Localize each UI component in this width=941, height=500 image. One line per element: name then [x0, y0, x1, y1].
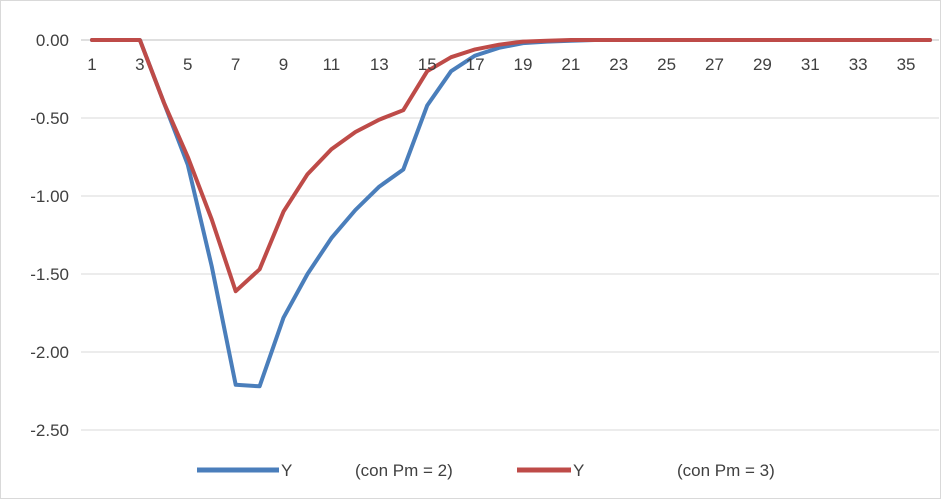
- x-tick-label: 9: [279, 55, 288, 74]
- x-tick-label: 21: [561, 55, 580, 74]
- y-axis-ticks: 0.00 -0.50 -1.00 -1.50 -2.00 -2.50: [30, 31, 69, 440]
- y-tick-label: -1.00: [30, 187, 69, 206]
- x-tick-label: 17: [466, 55, 485, 74]
- x-tick-label: 15: [418, 55, 437, 74]
- series-lines: [90, 38, 932, 389]
- x-tick-label: 1: [87, 55, 96, 74]
- series-line-2: [90, 38, 932, 294]
- x-tick-label: 25: [657, 55, 676, 74]
- legend-suffix-2: (con Pm = 3): [677, 461, 775, 480]
- gridlines: [81, 39, 939, 431]
- x-tick-label: 27: [705, 55, 724, 74]
- x-tick-label: 5: [183, 55, 192, 74]
- y-tick-label: -2.00: [30, 343, 69, 362]
- x-tick-label: 7: [231, 55, 240, 74]
- x-tick-label: 19: [514, 55, 533, 74]
- x-tick-label: 35: [897, 55, 916, 74]
- series-line-1: [90, 38, 932, 389]
- y-tick-label: -2.50: [30, 421, 69, 440]
- y-tick-label: -0.50: [30, 109, 69, 128]
- x-tick-label: 33: [849, 55, 868, 74]
- x-tick-label: 23: [609, 55, 628, 74]
- legend: Y (con Pm = 2) Y (con Pm = 3): [197, 461, 775, 480]
- legend-suffix-1: (con Pm = 2): [355, 461, 453, 480]
- x-tick-label: 13: [370, 55, 389, 74]
- y-tick-label: -1.50: [30, 265, 69, 284]
- y-tick-label: 0.00: [36, 31, 69, 50]
- x-tick-label: 11: [323, 55, 341, 74]
- x-axis-ticks: 1 3 5 7 9 11 13 15 17 19 21 23 25 27 29 31 33 35: [87, 55, 915, 74]
- legend-label-2: Y: [573, 461, 584, 480]
- x-tick-label: 29: [753, 55, 772, 74]
- x-tick-label: 3: [135, 55, 144, 74]
- legend-label-1: Y: [281, 461, 292, 480]
- x-tick-label: 31: [801, 55, 820, 74]
